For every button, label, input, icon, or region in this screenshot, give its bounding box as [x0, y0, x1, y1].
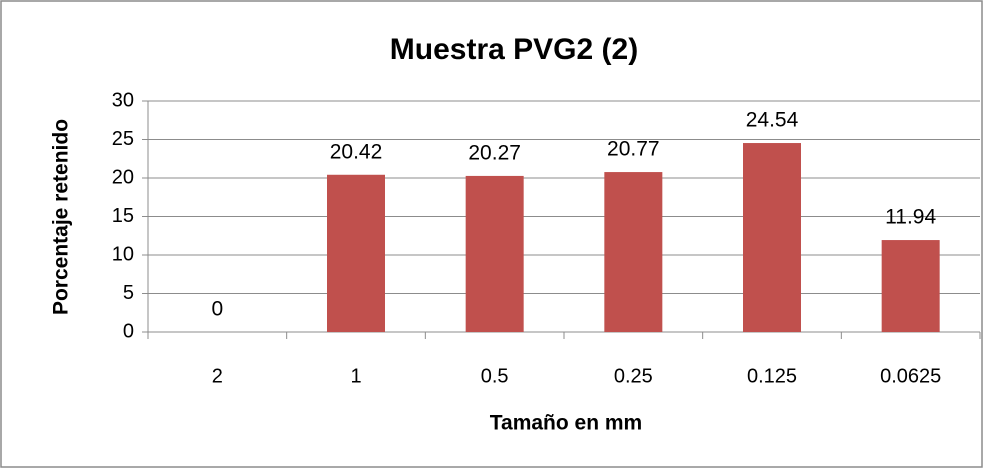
y-tick-label: 20 [112, 166, 134, 188]
x-tick-label: 1 [350, 365, 361, 387]
data-label: 11.94 [885, 206, 936, 229]
y-axis-title: Porcentaje retenido [50, 119, 73, 315]
bar [881, 240, 940, 332]
y-tick-label: 0 [123, 320, 134, 342]
bar [465, 175, 524, 332]
bar [743, 143, 801, 332]
bar [327, 174, 385, 332]
x-tick-label: 0.5 [481, 365, 509, 387]
y-tick-label: 5 [123, 282, 134, 304]
y-tick-label: 30 [112, 89, 134, 111]
data-label: 20.27 [468, 141, 521, 164]
bar [604, 172, 663, 332]
y-tick-label: 10 [112, 243, 134, 265]
y-tick-label: 15 [112, 205, 134, 227]
data-label: 24.54 [746, 109, 799, 132]
data-label: 20.77 [607, 138, 660, 161]
x-tick-label: 0.0625 [880, 365, 941, 387]
x-axis-title: Tamaño en mm [490, 412, 642, 435]
data-label: 0 [211, 298, 223, 321]
data-label: 20.42 [330, 140, 383, 163]
x-tick-label: 0.25 [614, 365, 653, 387]
plot: 0 20.42 20.27 20.77 24.54 11.94 [211, 109, 940, 332]
grid [142, 100, 981, 339]
x-tick-label: 0.125 [747, 365, 797, 387]
y-tick-label: 25 [112, 128, 134, 150]
x-tick-label: 2 [212, 365, 223, 387]
chart-title: Muestra PVG2 (2) [390, 33, 638, 66]
